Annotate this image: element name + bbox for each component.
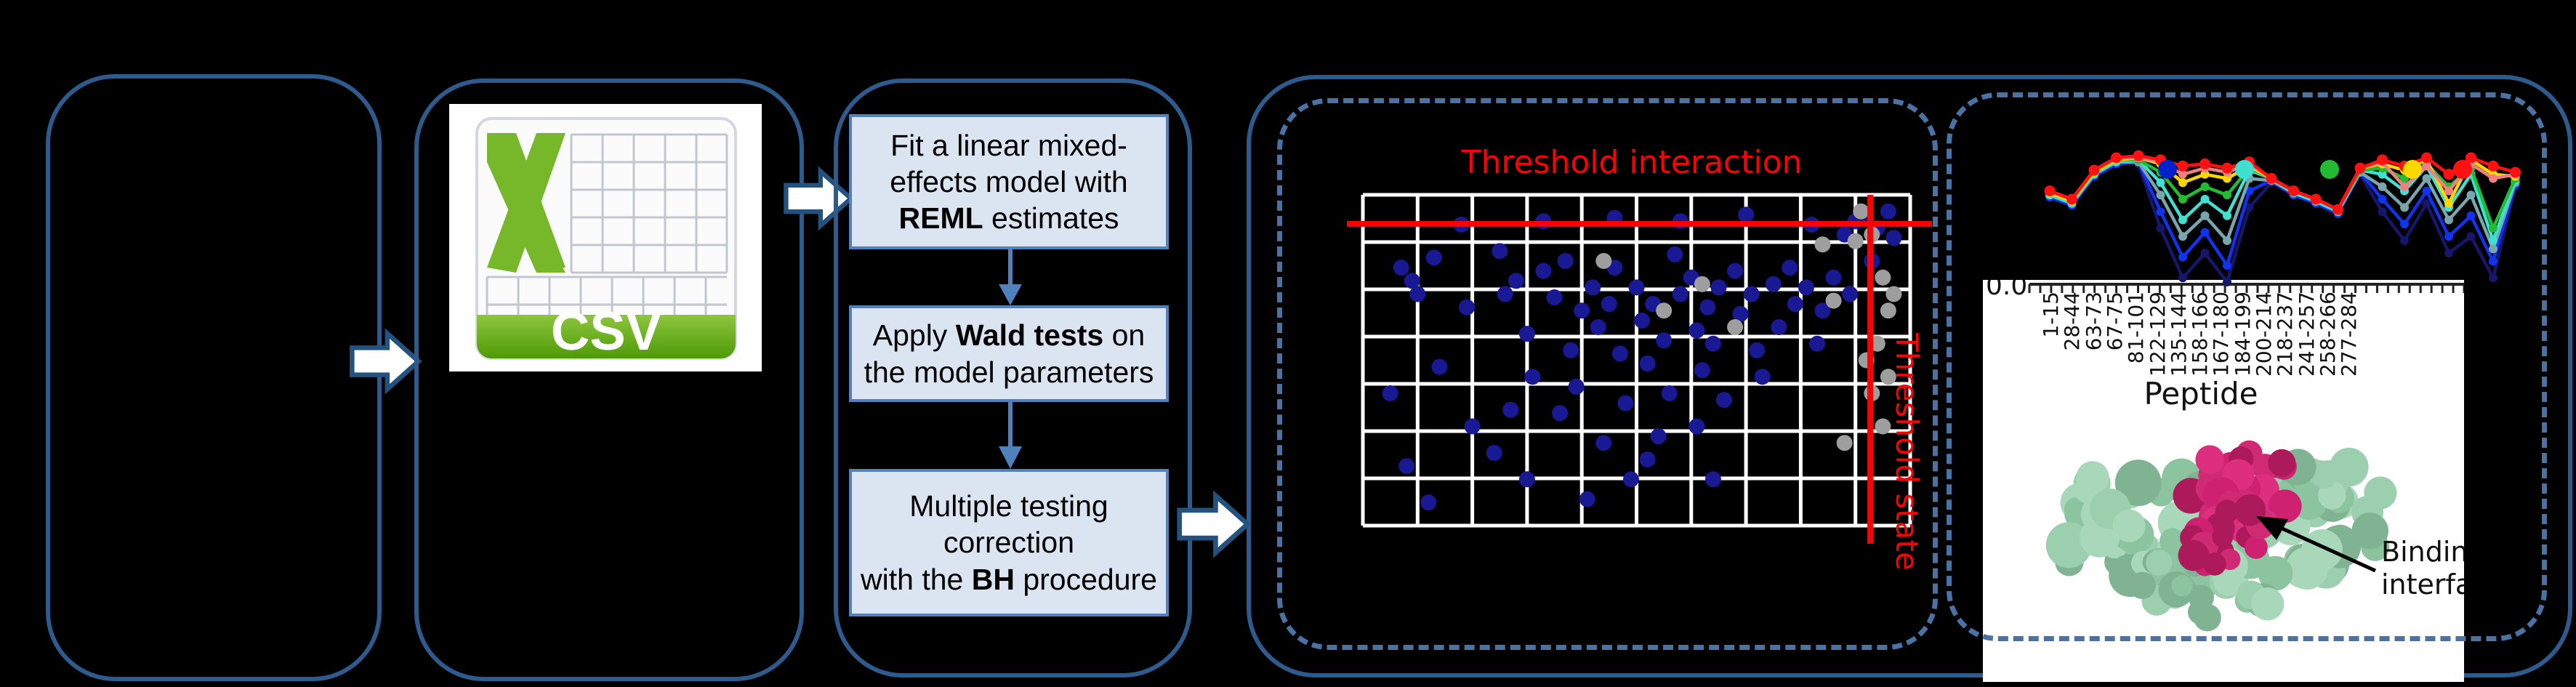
uptake-x-axis — [2028, 283, 2464, 293]
binding-interface-arrow-icon — [2256, 516, 2377, 573]
excel-x-glyph — [487, 133, 565, 273]
step-fit-model: Fit a linear mixed-effects model with REM… — [849, 114, 1169, 249]
arrow-down-1-icon — [999, 249, 1022, 305]
panel-csv — [414, 79, 804, 681]
arrow-right-3-icon — [1177, 490, 1252, 558]
arrow-down-2-icon — [999, 402, 1022, 469]
step-multiple-testing: Multiple testing correction with the BH pr… — [849, 469, 1169, 616]
panel-threshold-plot — [1277, 98, 1938, 650]
peptide-axis-title: Peptide — [2144, 376, 2258, 411]
uptake-line-chart — [2044, 150, 2521, 286]
uptake-y-tick: 0.0 — [1986, 280, 2028, 301]
arrow-right-1-icon — [350, 328, 422, 395]
binding-interface-label: Binding interface — [2381, 536, 2464, 600]
spreadsheet-grid — [486, 133, 728, 334]
step-wald-tests: Apply Wald tests on the model parameters — [849, 305, 1169, 402]
panel-statistics — [834, 79, 1192, 678]
uptake-figure-card: 0.0 1-15 28-44 63-73 67-75 81-101 122-129 135-… — [1983, 280, 2464, 682]
csv-file-icon: CSV — [449, 104, 762, 371]
panel-results-container — [1247, 75, 2572, 678]
protein-structure-image — [2045, 440, 2397, 632]
panel-input — [46, 74, 382, 681]
scatter-title: Threshold interaction — [1461, 144, 1803, 181]
panel-uptake-figure — [1947, 92, 2547, 641]
csv-banner-label: CSV — [551, 301, 661, 361]
threshold-scatter-plot — [1347, 193, 1932, 544]
